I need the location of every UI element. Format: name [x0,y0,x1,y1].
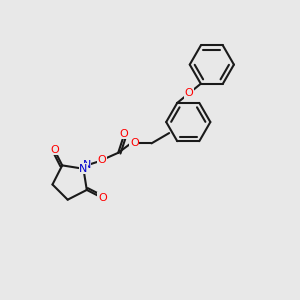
Text: O: O [50,145,59,155]
Text: O: O [98,193,106,203]
Text: N: N [79,164,88,174]
Text: O: O [184,88,194,98]
Text: O: O [98,155,106,165]
Text: N: N [82,160,91,170]
Text: O: O [130,138,139,148]
Text: O: O [119,129,128,139]
